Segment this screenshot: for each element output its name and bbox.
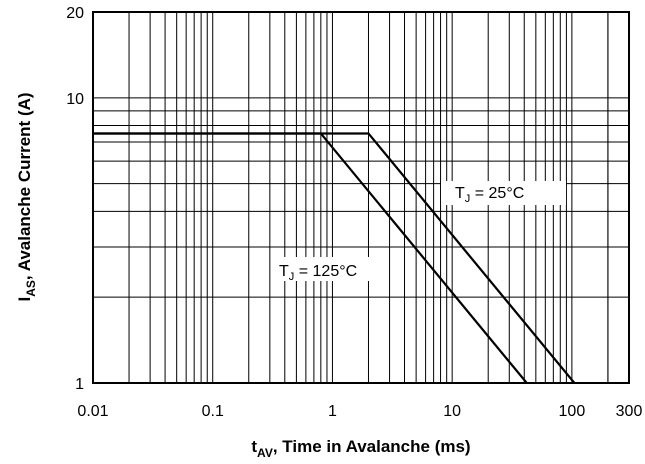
- plot-frame: [92, 11, 630, 384]
- series-label-125c-sub: J: [289, 271, 295, 283]
- y-tick-labels: 1 10 20: [66, 5, 84, 393]
- x-axis-title-sub: AV: [257, 446, 273, 460]
- x-axis-title-main: t: [251, 437, 257, 456]
- series-label-25c-rest: = 25°C: [470, 185, 524, 202]
- series-label-25c-main: T: [455, 185, 465, 202]
- x-tick-labels: 0.01 0.1 1 10 100 300: [77, 403, 642, 420]
- x-tick-label: 0.01: [77, 403, 108, 420]
- series-label-25c: TJ = 25°C: [441, 181, 566, 205]
- y-axis-title-sub: AS: [24, 280, 38, 297]
- x-axis-title-rest: , Time in Avalanche (ms): [273, 437, 471, 456]
- y-tick-label: 1: [75, 376, 84, 393]
- grid: [93, 12, 629, 383]
- y-axis-title-main: I: [15, 297, 34, 302]
- series-line-25c: [93, 132, 576, 384]
- series-label-125c: TJ = 125°C: [272, 257, 386, 283]
- x-axis-title: tAV, Time in Avalanche (ms): [251, 437, 470, 460]
- series-label-25c-sub: J: [465, 193, 471, 205]
- series-group: [93, 132, 576, 384]
- y-tick-label: 20: [66, 5, 84, 22]
- x-tick-label: 0.1: [202, 403, 224, 420]
- y-tick-label: 10: [66, 91, 84, 108]
- series-label-125c-rest: = 125°C: [294, 263, 357, 280]
- x-tick-label: 300: [616, 403, 643, 420]
- x-tick-label: 100: [559, 403, 586, 420]
- svg-text:TJ = 25°C: TJ = 25°C: [455, 185, 524, 205]
- series-label-125c-main: T: [279, 263, 289, 280]
- y-axis-title: IAS, Avalanche Current (A): [15, 92, 38, 301]
- x-tick-label: 10: [443, 403, 461, 420]
- y-axis-title-rest: , Avalanche Current (A): [15, 92, 34, 280]
- x-tick-label: 1: [328, 403, 337, 420]
- svg-text:TJ = 125°C: TJ = 125°C: [279, 263, 357, 283]
